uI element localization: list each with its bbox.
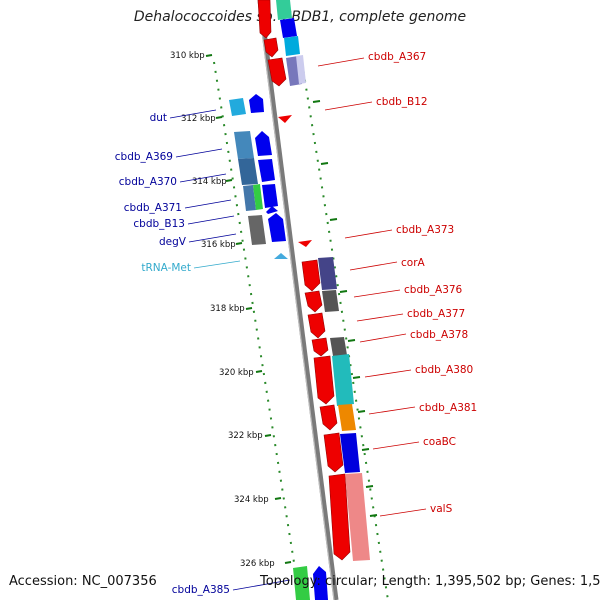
topology-text: Topology: circular; Length: 1,395,502 bp… — [260, 574, 600, 589]
gene-arrow-cbdb-A378[interactable] — [311, 337, 329, 357]
scale-label-318: 318 kbp — [210, 304, 245, 314]
trna-met-marker[interactable] — [274, 253, 288, 259]
gene-arrow-cbdb-A369[interactable] — [255, 131, 272, 156]
gene-arrow-corA[interactable] — [301, 259, 321, 292]
scale-tick-318 — [245, 307, 253, 310]
reverse-strand-cog-blocks — [276, 0, 370, 561]
gene-arrow-cbdb-A377[interactable] — [307, 312, 326, 339]
label-corA[interactable]: corA — [401, 257, 426, 269]
gene-block-cbdb-A385[interactable] — [293, 566, 310, 600]
label-cbdb-A378[interactable]: cbdb_A378 — [410, 329, 468, 341]
gene-arrow[interactable] — [263, 37, 279, 58]
gene-arrow-cbdb-B12[interactable] — [278, 115, 292, 123]
map-title: Dehalococcoides sp. CBDB1, complete geno… — [133, 9, 467, 25]
scale-tick-322 — [264, 434, 272, 437]
label-cbdb-A376[interactable]: cbdb_A376 — [404, 284, 463, 296]
forward-strand-genes — [229, 94, 328, 600]
label-cbdb-A369[interactable]: cbdb_A369 — [115, 151, 173, 163]
outer-track-ticks — [312, 100, 378, 517]
right-labels: cbdb_A367 cbdb_B12 cbdb_A373 corA cbdb_A… — [317, 51, 477, 517]
inner-dotted-track — [213, 61, 301, 600]
label-cbdb-A377[interactable]: cbdb_A377 — [407, 308, 465, 320]
gene-arrow-cbdb-A370[interactable] — [258, 159, 275, 182]
label-cbdb-B12[interactable]: cbdb_B12 — [376, 96, 428, 108]
label-cbdb-A371[interactable]: cbdb_A371 — [124, 202, 182, 214]
gene-arrow-cbdb-A385[interactable] — [313, 566, 328, 600]
gene-arrow-cbdb-A373[interactable] — [298, 240, 312, 247]
label-cbdb-B13[interactable]: cbdb_B13 — [133, 218, 185, 230]
gene-arrow-cbdb-A381[interactable] — [319, 404, 338, 431]
accession-text: Accession: NC_007356 — [9, 574, 157, 589]
gene-block-cbdb-A369[interactable] — [234, 131, 254, 159]
label-cbdb-A381[interactable]: cbdb_A381 — [419, 402, 477, 414]
left-labels: dut cbdb_A369 cbdb_A370 cbdb_A371 cbdb_B… — [115, 109, 291, 596]
label-cbdb-A367[interactable]: cbdb_A367 — [368, 51, 426, 63]
genome-backbone-highlight — [257, 0, 335, 600]
gene-arrow-cbdb-A380[interactable] — [313, 355, 335, 405]
gene-block-cbdb-A370[interactable] — [238, 158, 258, 185]
label-cbdb-A373[interactable]: cbdb_A373 — [396, 224, 454, 236]
scale-tick-320 — [255, 370, 263, 373]
label-dut[interactable]: dut — [150, 112, 167, 124]
scale-label-312: 312 kbp — [181, 114, 216, 124]
label-coaBC[interactable]: coaBC — [423, 436, 456, 448]
gene-arrow-cbdb-A371[interactable] — [262, 184, 278, 208]
label-cbdb-A370[interactable]: cbdb_A370 — [119, 176, 177, 188]
gene-block-cbdb-A371[interactable] — [243, 185, 256, 211]
gene-arrow-cbdb-A376[interactable] — [304, 290, 323, 313]
scale-label-316: 316 kbp — [201, 240, 236, 250]
gene-block-dut[interactable] — [229, 98, 246, 116]
gene-arrow[interactable] — [249, 94, 264, 113]
scale-ticks: 310 kbp 312 kbp 314 kbp 316 kbp 318 kbp … — [170, 51, 292, 569]
gene-arrow-degV[interactable] — [268, 213, 286, 242]
gene-block-cbdb-A371-green[interactable] — [253, 184, 263, 210]
scale-label-322: 322 kbp — [228, 431, 263, 441]
label-degV[interactable]: degV — [159, 236, 187, 248]
scale-label-320: 320 kbp — [219, 368, 254, 378]
label-tRNA-Met[interactable]: tRNA-Met — [141, 262, 191, 274]
label-valS[interactable]: valS — [430, 503, 453, 515]
gene-arrow-cbdb-B13[interactable] — [266, 206, 278, 214]
outer-dotted-track — [301, 61, 389, 600]
gene-arrow[interactable] — [257, 0, 272, 39]
scale-tick-310 — [205, 54, 213, 57]
label-cbdb-A385[interactable]: cbdb_A385 — [172, 584, 230, 596]
gene-block-degV[interactable] — [248, 215, 266, 245]
scale-label-324: 324 kbp — [234, 495, 269, 505]
gene-arrow-coaBC[interactable] — [323, 432, 344, 473]
scale-tick-312 — [215, 116, 223, 119]
reverse-strand-genes — [257, 0, 351, 561]
scale-tick-314 — [225, 179, 233, 182]
scale-label-310: 310 kbp — [170, 51, 205, 61]
gene-arrow-valS[interactable] — [328, 473, 351, 561]
scale-tick-324 — [274, 497, 282, 500]
scale-tick-316 — [235, 242, 243, 245]
genome-backbone — [257, 0, 339, 600]
scale-tick-326 — [284, 561, 292, 564]
label-cbdb-A380[interactable]: cbdb_A380 — [415, 364, 473, 376]
scale-label-326: 326 kbp — [240, 559, 275, 569]
gene-arrow-cbdb-A367[interactable] — [267, 57, 287, 87]
scale-label-314: 314 kbp — [192, 177, 227, 187]
